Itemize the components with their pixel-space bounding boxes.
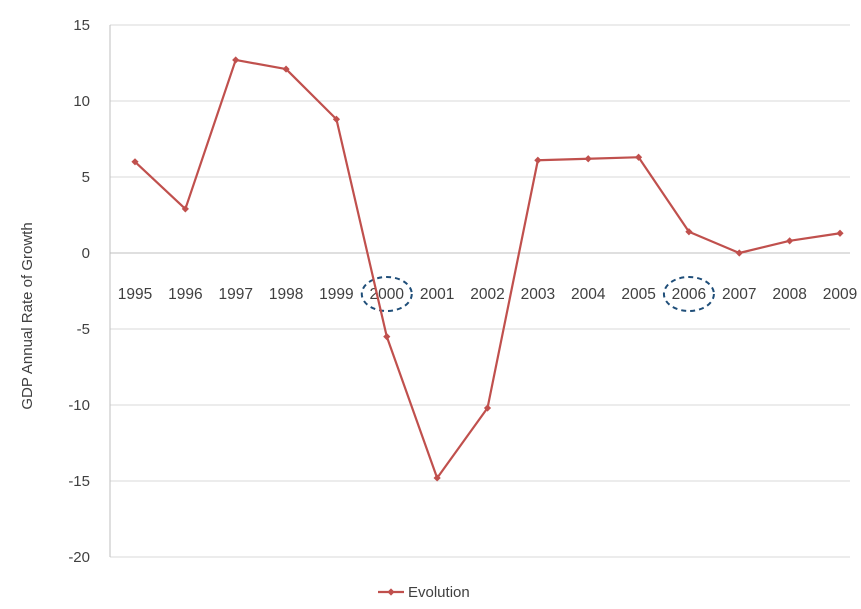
x-tick-label: 1995 <box>118 286 152 303</box>
data-point <box>584 155 592 163</box>
x-tick-label: 1996 <box>168 286 202 303</box>
series-lines <box>134 58 841 480</box>
x-tick-label: 1998 <box>269 286 303 303</box>
data-point <box>332 115 341 123</box>
data-point <box>534 156 542 164</box>
data-point <box>131 158 139 166</box>
x-tick-label: 2008 <box>772 286 806 303</box>
x-tick-label: 1997 <box>218 286 252 303</box>
x-tick-labels: 1995 1996 1997 1998 1999 2000 2001 2002 2003 2004… <box>118 286 857 303</box>
x-tick-label: 2004 <box>571 286 606 303</box>
data-point <box>383 333 391 341</box>
y-tick-labels: 15 10 5 0 -5 -10 -15 -20 <box>68 17 90 566</box>
x-tick-label: 2001 <box>420 286 454 303</box>
y-tick-label: -15 <box>68 473 90 490</box>
data-point <box>181 205 189 213</box>
legend-label: Evolution <box>408 584 470 601</box>
data-point <box>685 228 693 236</box>
data-point <box>634 153 643 161</box>
highlight-ellipse <box>360 276 413 312</box>
data-point <box>836 229 844 237</box>
y-tick-label: 10 <box>73 93 90 110</box>
data-point <box>483 404 492 412</box>
y-tick-label: 0 <box>82 245 90 262</box>
y-tick-label: 15 <box>73 17 90 34</box>
x-tick-label: 2003 <box>521 286 555 303</box>
x-tick-label: 2007 <box>722 286 756 303</box>
data-point <box>282 65 290 73</box>
axes <box>109 25 850 557</box>
x-tick-label: 2002 <box>470 286 504 303</box>
y-tick-label: -20 <box>68 549 90 566</box>
y-tick-label: -10 <box>68 397 90 414</box>
series-line <box>134 58 841 480</box>
legend: Evolution <box>378 584 470 601</box>
legend-swatch-marker <box>387 588 395 596</box>
highlight-ellipse <box>662 276 715 312</box>
highlight-ellipses <box>360 276 715 312</box>
x-tick-label: 2005 <box>621 286 655 303</box>
data-point <box>735 249 743 257</box>
data-point <box>232 56 240 64</box>
x-tick-label: 1999 <box>319 286 353 303</box>
x-tick-label: 2009 <box>823 286 857 303</box>
data-point <box>433 474 441 482</box>
y-tick-label: -5 <box>77 321 90 338</box>
data-points <box>131 56 844 482</box>
y-tick-label: 5 <box>82 169 90 186</box>
x-tick-label: 2006 <box>672 286 706 303</box>
y-axis-title: GDP Annual Rate of Growth <box>19 222 36 409</box>
data-point <box>786 237 794 245</box>
